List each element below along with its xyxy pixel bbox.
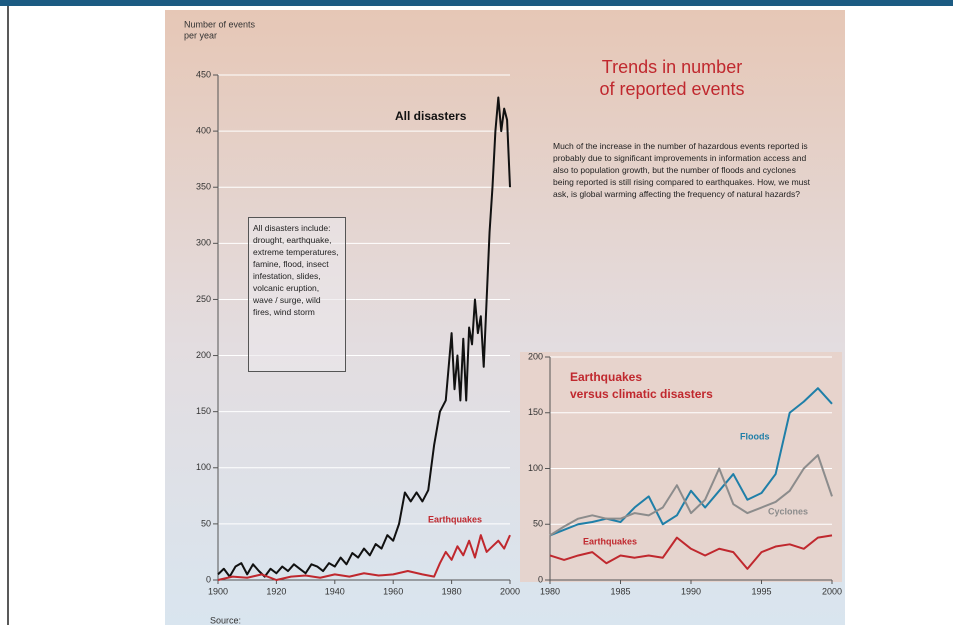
series-line: [549, 454, 833, 537]
x-tick-label: 2000: [500, 586, 520, 596]
x-tick-label: 1980: [540, 586, 560, 596]
x-tick-label: 1990: [681, 586, 701, 596]
x-tick-label: 1980: [442, 586, 462, 596]
x-tick-label: 1940: [325, 586, 345, 596]
y-tick-label: 0: [538, 574, 543, 584]
top-bar: [0, 0, 953, 6]
y-tick-label: 250: [196, 294, 211, 304]
chart-title: of reported events: [599, 79, 744, 99]
note-box: All disasters include: drought, earthqua…: [248, 217, 346, 372]
x-tick-label: 1900: [208, 586, 228, 596]
y-tick-label: 450: [196, 69, 211, 79]
y-tick-label: 150: [528, 407, 543, 417]
x-tick-label: 1995: [751, 586, 771, 596]
y-tick-label: 400: [196, 125, 211, 135]
y-tick-label: 200: [528, 351, 543, 361]
y-tick-label: 200: [196, 350, 211, 360]
chart-title: Trends in number: [602, 57, 742, 77]
x-tick-label: 1920: [266, 586, 286, 596]
inset-title: versus climatic disasters: [570, 387, 713, 401]
series-line: [217, 534, 511, 581]
series-line: [549, 534, 833, 570]
y-tick-label: 300: [196, 238, 211, 248]
y-tick-label: 50: [201, 518, 211, 528]
y-tick-label: 100: [528, 463, 543, 473]
inset-title: Earthquakes: [570, 370, 642, 384]
series-line: [217, 96, 511, 578]
y-tick-label: 0: [206, 574, 211, 584]
series-line: [549, 387, 833, 537]
y-tick-label: 350: [196, 182, 211, 192]
source: Source:: [210, 615, 241, 625]
y-axis-label: per year: [184, 30, 217, 40]
series-label: All disasters: [395, 109, 467, 123]
x-tick-label: 2000: [822, 586, 842, 596]
x-tick-label: 1985: [610, 586, 630, 596]
y-axis-label: Number of events: [184, 19, 256, 29]
series-label: Earthquakes: [583, 536, 637, 546]
series-label: Earthquakes: [428, 514, 482, 524]
y-tick-label: 50: [533, 519, 543, 529]
series-label: Floods: [740, 431, 770, 441]
y-tick-label: 100: [196, 462, 211, 472]
series-label: Cyclones: [768, 506, 808, 516]
description: Much of the increase in the number of ha…: [553, 141, 811, 199]
y-tick-label: 150: [196, 406, 211, 416]
x-tick-label: 1960: [383, 586, 403, 596]
